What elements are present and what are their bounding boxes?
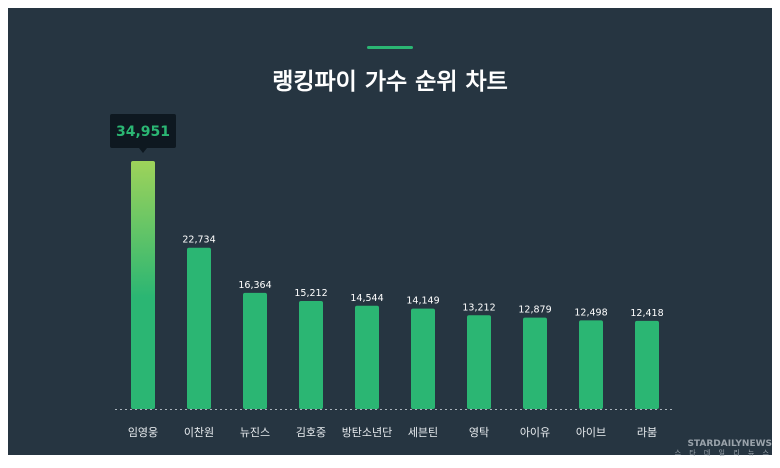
x-tick-label: 방탄소년단 <box>342 426 393 439</box>
bar[interactable] <box>187 247 211 409</box>
x-tick-label: 영탁 <box>469 426 489 439</box>
data-label: 16,364 <box>238 280 271 291</box>
bar[interactable] <box>355 305 379 409</box>
x-tick-label: 아이브 <box>576 426 606 439</box>
tooltip-pointer <box>139 148 147 153</box>
data-label: 12,879 <box>518 305 551 316</box>
bar[interactable] <box>131 161 155 409</box>
watermark-sub: 스 타 데 일 리 뉴 스 <box>674 449 772 457</box>
bar[interactable] <box>523 317 547 409</box>
watermark: STARDAILYNEWS 스 타 데 일 리 뉴 스 <box>675 440 772 458</box>
data-label: 12,418 <box>630 308 663 319</box>
bar[interactable] <box>579 320 603 409</box>
data-label: 13,212 <box>462 302 495 313</box>
chart-title: 랭킹파이 가수 순위 차트 <box>272 69 508 95</box>
data-label: 12,498 <box>574 307 607 318</box>
x-tick-label: 뉴진스 <box>240 426 270 439</box>
bar[interactable] <box>635 320 659 409</box>
data-label: 34,951 <box>116 124 170 140</box>
bar[interactable] <box>299 301 323 409</box>
data-label: 14,544 <box>350 293 383 304</box>
tooltip <box>110 114 176 148</box>
x-tick-label: 임영웅 <box>128 426 158 439</box>
x-tick-label: 이찬원 <box>184 425 214 439</box>
data-label: 22,734 <box>182 235 215 246</box>
bar[interactable] <box>467 315 491 409</box>
x-tick-label: 세븐틴 <box>408 426 438 439</box>
x-tick-label: 김호중 <box>296 426 326 439</box>
x-tick-label: 아이유 <box>520 426 550 439</box>
title-accent-line <box>367 46 413 49</box>
data-label: 15,212 <box>294 288 327 299</box>
data-label: 14,149 <box>406 296 439 307</box>
bar[interactable] <box>243 292 267 409</box>
watermark-name: STARDAILYNEWS <box>687 439 772 449</box>
bar[interactable] <box>411 308 435 409</box>
x-tick-label: 라붐 <box>637 426 657 439</box>
